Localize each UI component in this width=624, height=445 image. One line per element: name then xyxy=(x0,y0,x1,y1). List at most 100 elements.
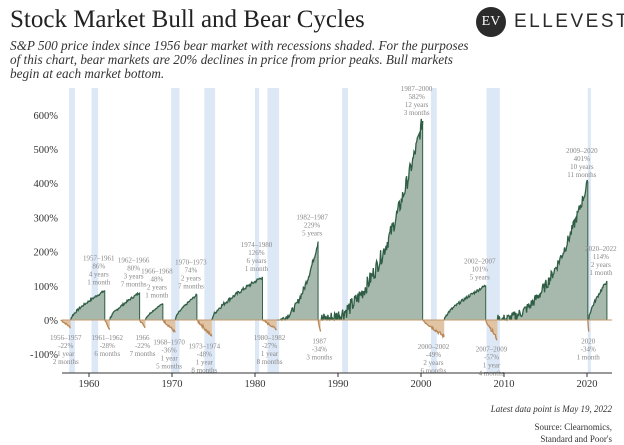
bull-market-line xyxy=(496,179,589,322)
cycle-label-line: 2000–2002 xyxy=(418,343,450,351)
cycle-label-line: 80% xyxy=(127,265,140,273)
recession-band xyxy=(486,88,500,373)
cycle-label-line: 1973–1974 xyxy=(189,342,221,350)
cycle-label-line: -34% xyxy=(312,346,327,354)
cycle-label-line: 2002–2007 xyxy=(464,257,496,265)
chart-subtitle: S&P 500 price index since 1956 bear mark… xyxy=(10,38,469,81)
chart-title: Stock Market Bull and Bear Cycles xyxy=(10,6,365,33)
bull-market-line xyxy=(109,291,141,321)
bull-market-line xyxy=(588,280,608,321)
recession-band xyxy=(342,88,348,373)
cycle-label-line: 1 month xyxy=(245,265,269,273)
cycle-label-line: 1 year xyxy=(483,361,501,369)
y-tick-label: 500% xyxy=(34,145,59,156)
cycle-label-line: 1962–1966 xyxy=(118,257,150,265)
cycle-label-line: 1 month xyxy=(145,292,169,300)
bull-cycle-label: 1987–2000 582% 12 years 3 months xyxy=(401,85,433,117)
cycle-label-line: 2 years xyxy=(591,261,611,269)
cycle-label-line: 229% xyxy=(304,222,321,230)
cycle-label-line: 8 months xyxy=(191,366,217,374)
cycle-label-line: 48% xyxy=(150,276,163,284)
bear-market-line xyxy=(422,319,445,339)
y-tick-label: 0% xyxy=(44,316,58,327)
cycle-label-line: -36% xyxy=(162,346,177,354)
cycle-label-line: 2 months xyxy=(53,358,79,366)
cycle-label-line: 2009–2020 xyxy=(566,147,598,155)
bull-cycle-label: 1974–1980 126% 6 years 1 month xyxy=(241,241,273,273)
cycle-label-line: 1987 xyxy=(312,338,327,346)
bear-cycle-label: 1966 -22% 7 months xyxy=(130,334,156,358)
bear-cycle-label: 2000–2002 -49% 2 years 6 months xyxy=(418,343,450,375)
y-tick-label: -100% xyxy=(30,350,58,361)
cycle-label-line: 7 months xyxy=(121,281,147,289)
bear-market-line xyxy=(317,319,322,332)
y-tick-label: 200% xyxy=(34,248,59,259)
bull-market-area xyxy=(588,281,607,320)
bear-cycle-label: 1961–1962 -28% 6 months xyxy=(92,334,124,358)
bull-cycle-label: 1970–1973 74% 2 years 7 months xyxy=(175,259,207,291)
bear-cycle-label: 1980–1982 -27% 1 year 8 months xyxy=(254,334,286,366)
cycle-label-line: -49% xyxy=(426,351,441,359)
x-tick-label: 1960 xyxy=(79,379,100,390)
bull-market-line xyxy=(276,241,319,322)
cycle-label-line: 2 years xyxy=(147,284,167,292)
cycle-label-line: -48% xyxy=(197,350,212,358)
y-tick-label: 600% xyxy=(34,111,59,122)
recession-band xyxy=(587,88,591,373)
x-tick-label: 2000 xyxy=(411,379,432,390)
cycle-label-line: -27% xyxy=(262,342,277,350)
y-tick-label: 100% xyxy=(34,282,59,293)
ellevest-logo: EV ELLEVEST xyxy=(476,7,624,37)
x-tick-label: 1980 xyxy=(245,379,266,390)
bear-market-line xyxy=(60,319,71,329)
cycle-label-line: 7 months xyxy=(130,350,156,358)
cycle-label-line: 3 months xyxy=(306,354,332,362)
bear-cycle-label: 1973–1974 -48% 1 year 8 months xyxy=(189,342,221,374)
cycle-label-line: 3 years xyxy=(124,273,144,281)
bear-cycle-label: 2020 -34% 1 month xyxy=(577,338,601,362)
cycle-label-line: 1 year xyxy=(160,354,178,362)
bull-market-line xyxy=(144,303,164,321)
bull-cycle-label: 1982–1987 229% 5 years xyxy=(296,214,328,238)
bull-market-line xyxy=(174,293,198,321)
logo-text: ELLEVEST xyxy=(514,11,624,32)
cycle-label-line: 2 years xyxy=(181,275,201,283)
bull-cycle-label: 1957–1961 86% 4 years 1 month xyxy=(83,255,115,287)
cycle-label-line: 7 months xyxy=(178,283,204,291)
cycle-label-line: 2007–2009 xyxy=(476,345,508,353)
x-axis: 1960 1970 1980 1990 2000 2010 2020 xyxy=(62,319,612,390)
bull-market-line xyxy=(443,284,487,321)
y-tick-label: 400% xyxy=(34,179,59,190)
cycle-label-line: 1980–1982 xyxy=(254,334,286,342)
latest-data-note: Latest data point is May 19, 2022 xyxy=(490,404,612,414)
cycle-label-line: 1982–1987 xyxy=(296,214,328,222)
cycle-label-line: 1 month xyxy=(577,354,601,362)
bull-market-area xyxy=(175,294,197,320)
cycle-label-line: 12 years xyxy=(405,101,429,109)
recession-band xyxy=(430,88,437,373)
bull-market-area xyxy=(320,118,423,320)
cycle-label-line: 2020–2022 xyxy=(585,245,617,253)
cycle-label-line: 10 years xyxy=(570,163,594,171)
cycle-label-line: 74% xyxy=(184,267,197,275)
bear-market-line xyxy=(262,319,277,331)
bull-market-area xyxy=(211,276,263,320)
bull-cycle-label: 2002–2007 101% 5 years xyxy=(464,257,496,281)
x-tick-label: 1970 xyxy=(162,379,183,390)
recession-band xyxy=(255,88,260,373)
cycle-label-line: 11 months xyxy=(567,171,596,179)
cycle-label-line: 1970–1973 xyxy=(175,259,207,267)
cycle-label-line: 5 years xyxy=(302,230,322,238)
cycle-label-line: 3 months xyxy=(404,109,430,117)
bull-market-area xyxy=(276,241,319,320)
bull-cycle-label: 2020–2022 114% 2 years 1 month xyxy=(585,245,617,277)
source-note: Source: Clearnomics, Standard and Poor's xyxy=(535,421,612,445)
cycle-label-line: 1957–1961 xyxy=(83,255,115,263)
cycle-areas xyxy=(60,118,608,341)
y-tick-label: 300% xyxy=(34,213,59,224)
x-tick-label: 2010 xyxy=(494,379,515,390)
cycle-label-line: -22% xyxy=(58,342,73,350)
cycle-label-line: 582% xyxy=(408,93,425,101)
